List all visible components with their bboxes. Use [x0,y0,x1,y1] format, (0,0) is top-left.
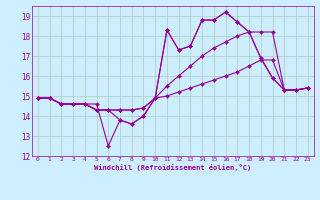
X-axis label: Windchill (Refroidissement éolien,°C): Windchill (Refroidissement éolien,°C) [94,164,252,171]
